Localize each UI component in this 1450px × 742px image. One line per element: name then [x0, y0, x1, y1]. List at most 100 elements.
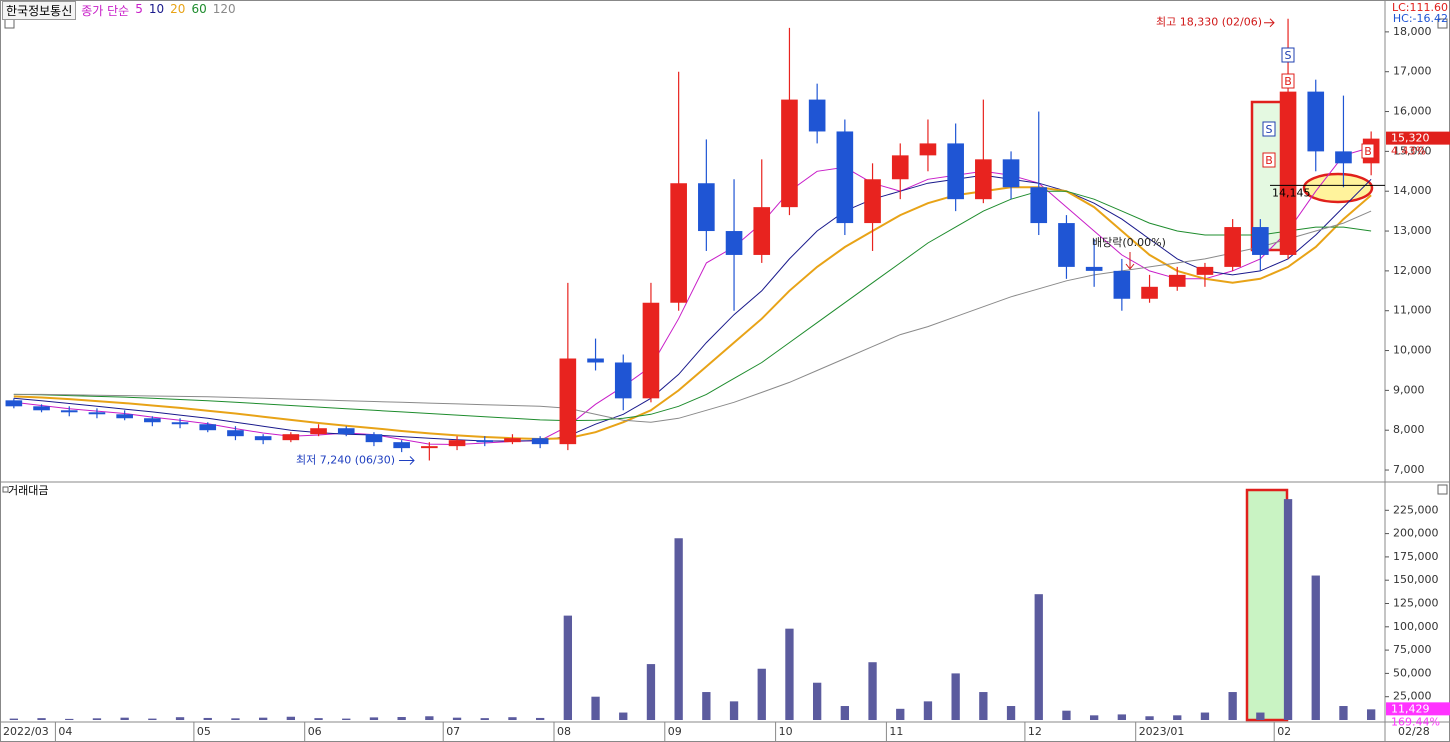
candle-body	[642, 302, 660, 399]
y-tick-label: 150,000	[1393, 573, 1439, 586]
y-tick-label: 12,000	[1393, 264, 1432, 277]
bar	[1089, 715, 1099, 720]
candle-body	[448, 440, 466, 447]
y-tick-label: 25,000	[1393, 690, 1432, 703]
y-tick-label: 8,000	[1393, 423, 1425, 436]
bar	[1366, 709, 1376, 720]
candle-body	[947, 143, 964, 200]
signals: S B S B B	[1262, 47, 1375, 168]
dividend-annotation: 배당락(0.00%)	[1092, 236, 1166, 249]
signal-marker	[1281, 47, 1295, 63]
bar	[1062, 710, 1071, 720]
x-tick-label: 02	[1277, 725, 1291, 738]
legend-title: 종가 단순	[81, 4, 130, 18]
ma-line	[13, 210, 1372, 423]
bar	[563, 615, 573, 720]
signal-label: B	[1364, 145, 1372, 158]
candle-body	[254, 436, 272, 441]
bar	[757, 668, 766, 720]
bar	[342, 718, 351, 720]
y-tick-label: 200,000	[1393, 527, 1439, 540]
highlight-box	[1245, 488, 1289, 722]
bar	[397, 717, 406, 720]
x-tick-label: 06	[308, 725, 322, 738]
candle-body	[836, 131, 854, 224]
x-tick-label: 07	[446, 725, 460, 738]
x-tick-label: 2022/03	[3, 725, 49, 738]
legend-entry[interactable]: 20	[170, 2, 186, 16]
x-tick-label: 11	[889, 725, 903, 738]
x-tick-label: 08	[557, 725, 571, 738]
ma-line	[13, 186, 1372, 441]
candle-body	[1113, 270, 1131, 299]
price-label: 15,320	[1391, 132, 1430, 145]
candle-body	[614, 362, 632, 399]
candle-body	[531, 438, 549, 445]
x-tick-label: 09	[668, 725, 682, 738]
candle-body	[227, 430, 244, 437]
low-annotation: 최저 7,240 (06/30)	[296, 453, 395, 466]
ma-line	[13, 146, 1372, 446]
y-tick-label: 50,000	[1393, 666, 1432, 679]
bar	[923, 701, 933, 720]
candle-body	[199, 424, 217, 431]
hc-label: HC:-16.42	[1392, 12, 1448, 25]
bar	[868, 662, 877, 720]
bar	[1256, 712, 1265, 720]
bar	[231, 718, 240, 720]
candle-body	[88, 412, 106, 415]
bar	[92, 718, 102, 720]
scroll-button[interactable]	[1437, 484, 1448, 495]
y-tick-label: 16,000	[1393, 105, 1432, 118]
candle-body	[393, 442, 410, 449]
candle-body	[1085, 266, 1103, 271]
bar	[1339, 706, 1348, 720]
candle-body	[421, 446, 438, 449]
checkbox[interactable]	[4, 18, 15, 29]
candle-body	[476, 440, 494, 443]
bar	[65, 718, 74, 720]
price-tag	[1386, 131, 1450, 145]
bar	[9, 718, 19, 720]
x-tick-label: 05	[197, 725, 211, 738]
reference-label: 14,145	[1272, 186, 1311, 199]
bar	[646, 664, 656, 720]
candle-body	[365, 434, 383, 443]
bar	[840, 706, 850, 720]
bar	[896, 708, 905, 720]
candle-body	[282, 434, 300, 441]
change-label: 4.43%	[1391, 145, 1426, 158]
candle-body	[144, 418, 161, 423]
bar	[425, 716, 434, 720]
x-tick-label: 04	[58, 725, 72, 738]
header: 한국정보통신 종가 단순 5 10 20 60 120	[2, 1, 236, 20]
legend-entry[interactable]: 5	[135, 2, 143, 16]
y-tick-label: 225,000	[1393, 503, 1439, 516]
y-tick-label: 17,000	[1393, 65, 1432, 78]
candle-body	[919, 143, 937, 156]
legend-entry[interactable]: 120	[212, 2, 236, 16]
candle-body	[171, 422, 189, 425]
candle-body	[1058, 223, 1075, 267]
bar	[1145, 716, 1154, 720]
y-tick-label: 175,000	[1393, 550, 1439, 563]
ma-line	[13, 190, 1372, 422]
arrow	[1264, 18, 1275, 28]
stock-name[interactable]: 한국정보통신	[2, 1, 77, 20]
bar	[480, 718, 489, 720]
signal-marker	[1281, 73, 1295, 89]
bar	[258, 717, 268, 720]
bar	[1311, 575, 1320, 720]
candle-body	[1168, 274, 1186, 287]
legend-entry[interactable]: 10	[148, 2, 165, 16]
x-tick-label: 02/28	[1398, 725, 1430, 738]
bar	[1006, 706, 1016, 720]
scroll-button[interactable]	[1437, 18, 1448, 29]
y-tick-label: 15,000	[1393, 144, 1432, 157]
bar	[951, 673, 960, 720]
y-tick-label: 7,000	[1393, 463, 1425, 476]
bar	[785, 628, 794, 720]
x-tick-label: 10	[779, 725, 793, 738]
bar	[175, 717, 185, 720]
legend-entry[interactable]: 60	[191, 2, 207, 16]
